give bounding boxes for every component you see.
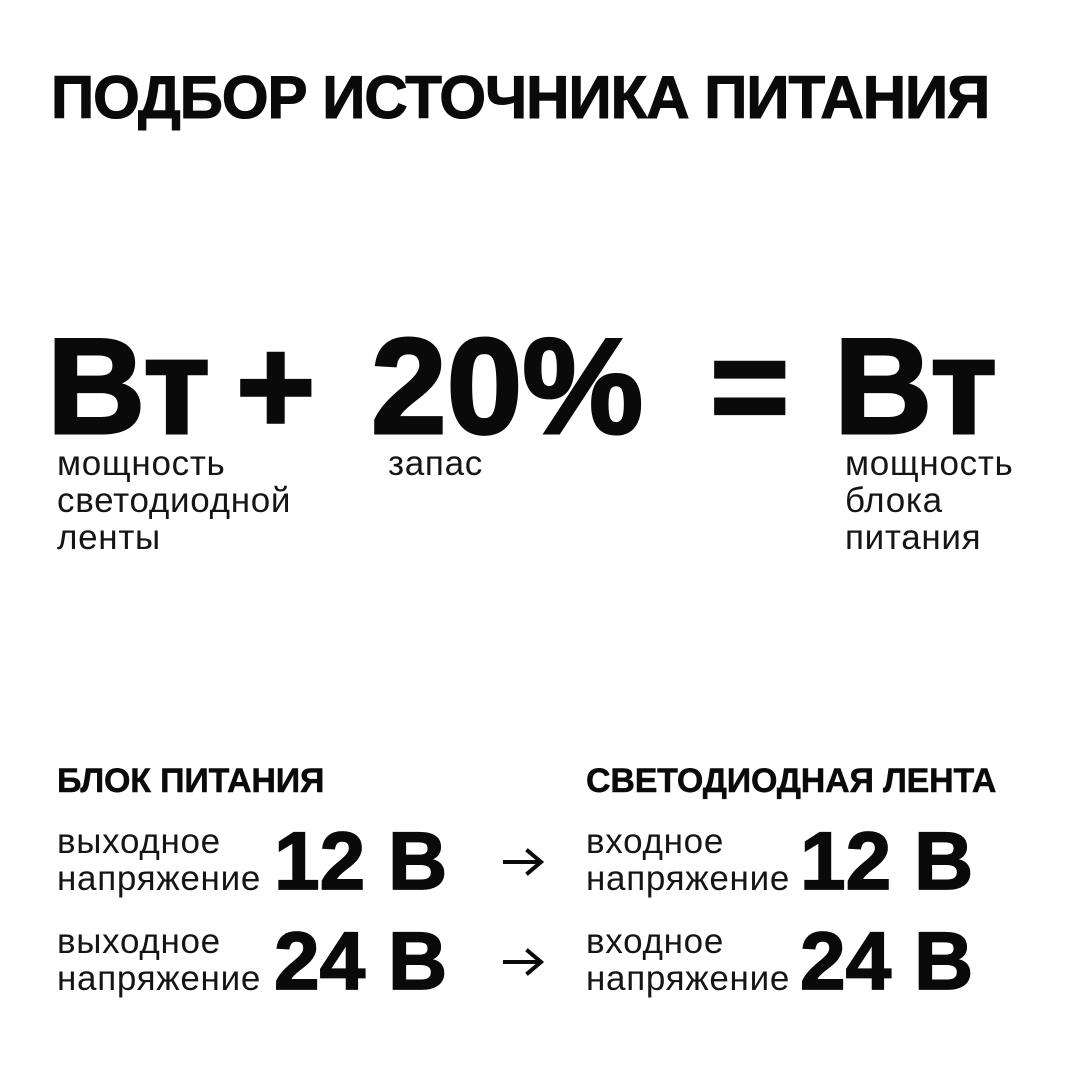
arrow-right-icon	[503, 946, 545, 978]
strip-voltage-value: 24 В	[799, 916, 974, 1007]
strip-section-heading: СВЕТОДИОДНАЯ ЛЕНТА	[586, 762, 997, 800]
psu-voltage-value: 12 В	[273, 816, 448, 907]
formula-reserve-percent-value: 20%	[370, 310, 645, 462]
strip-voltage-value: 12 В	[799, 816, 974, 907]
strip-power-label: мощность светодиодной ленты	[57, 444, 292, 557]
psu-voltage-value: 24 В	[273, 916, 448, 1007]
formula-plus-sign: +	[234, 310, 316, 462]
strip-voltage-label: входное напряжение	[586, 822, 790, 898]
psu-voltage-label: выходное напряжение	[57, 822, 261, 898]
strip-voltage-label: входное напряжение	[586, 922, 790, 998]
page-title: ПОДБОР ИСТОЧНИКА ПИТАНИЯ	[50, 64, 990, 131]
psu-voltage-label: выходное напряжение	[57, 922, 261, 998]
psu-section-heading: БЛОК ПИТАНИЯ	[57, 762, 325, 800]
formula-strip-watt-value: Вт	[46, 310, 212, 462]
formula-psu-watt-value: Вт	[833, 310, 999, 462]
formula-equals-sign: =	[708, 310, 790, 462]
reserve-label: запас	[388, 444, 483, 483]
psu-power-label: мощность блока питания	[845, 444, 1014, 557]
arrow-right-icon	[503, 846, 545, 878]
